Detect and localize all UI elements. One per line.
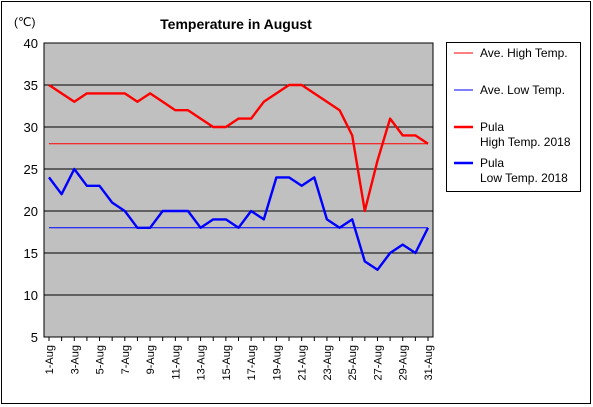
y-tick-label: 25 xyxy=(24,162,38,177)
y-tick-label: 5 xyxy=(31,330,38,345)
y-tick-label: 15 xyxy=(24,246,38,261)
legend-box xyxy=(447,43,581,192)
x-tick-label: 31-Aug xyxy=(423,345,435,380)
x-tick-label: 27-Aug xyxy=(372,345,384,380)
x-tick-label: 1-Aug xyxy=(44,345,56,374)
y-tick-label: 30 xyxy=(24,120,38,135)
x-tick-label: 11-Aug xyxy=(170,345,182,380)
x-tick-label: 9-Aug xyxy=(145,345,157,374)
y-tick-label: 10 xyxy=(24,288,38,303)
x-tick-label: 17-Aug xyxy=(246,345,258,380)
x-tick-label: 15-Aug xyxy=(221,345,233,380)
legend-label: Ave. High Temp. xyxy=(480,46,568,60)
x-tick-label: 25-Aug xyxy=(347,345,359,380)
x-tick-label: 29-Aug xyxy=(398,345,410,380)
x-tick-label: 5-Aug xyxy=(95,345,107,374)
x-tick-label: 19-Aug xyxy=(271,345,283,380)
x-tick-label: 7-Aug xyxy=(120,345,132,374)
y-tick-label: 35 xyxy=(24,78,38,93)
chart-title: Temperature in August xyxy=(160,16,312,32)
x-tick-label: 13-Aug xyxy=(196,345,208,380)
x-tick-label: 21-Aug xyxy=(297,345,309,380)
x-tick-label: 23-Aug xyxy=(322,345,334,380)
legend-label: Ave. Low Temp. xyxy=(480,83,565,97)
x-tick-label: 3-Aug xyxy=(69,345,81,374)
y-tick-label: 20 xyxy=(24,204,38,219)
y-tick-label: 40 xyxy=(24,36,38,51)
unit-label: (℃) xyxy=(14,15,35,29)
